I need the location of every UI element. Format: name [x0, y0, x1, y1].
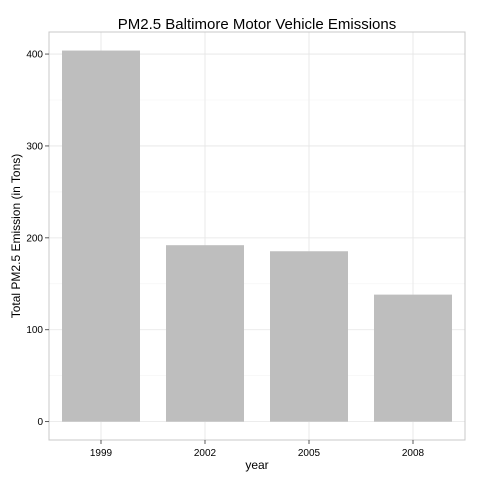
y-tick-label: 400 [26, 50, 43, 61]
x-tick-label: 2008 [402, 448, 425, 459]
bar-1999 [62, 50, 140, 422]
y-tick-label: 100 [26, 325, 43, 336]
x-tick-label: 1999 [90, 448, 113, 459]
y-axis: 0 100 200 300 400 [26, 50, 49, 428]
y-tick-label: 0 [37, 417, 43, 428]
bar-2008 [374, 294, 452, 422]
bar-2002 [166, 245, 244, 422]
x-tick-label: 2002 [194, 448, 217, 459]
panel-border [48, 31, 466, 441]
bar-2005 [270, 251, 348, 422]
x-tick-label: 2005 [298, 448, 321, 459]
y-tick-label: 200 [26, 233, 43, 244]
bars [62, 50, 452, 422]
y-axis-title: Total PM2.5 Emission (in Tons) [9, 154, 23, 319]
x-axis-title: year [245, 458, 268, 472]
y-tick-label: 300 [26, 141, 43, 152]
x-axis: 1999 2002 2005 2008 [90, 440, 425, 459]
chart-title: PM2.5 Baltimore Motor Vehicle Emissions [118, 16, 396, 33]
